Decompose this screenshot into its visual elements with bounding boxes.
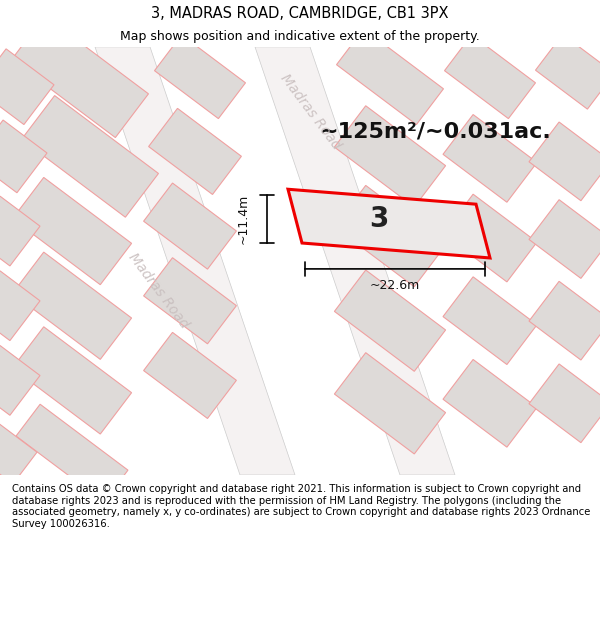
Polygon shape [443,114,537,202]
Polygon shape [11,16,148,138]
Polygon shape [443,277,537,364]
Polygon shape [143,332,236,419]
Polygon shape [334,352,446,454]
Polygon shape [443,359,537,447]
Polygon shape [445,35,535,119]
Polygon shape [334,270,446,371]
Polygon shape [13,327,131,434]
Polygon shape [0,120,47,192]
Polygon shape [0,422,37,484]
Polygon shape [334,186,446,287]
Polygon shape [334,106,446,207]
Polygon shape [0,49,54,124]
Polygon shape [529,199,600,278]
Polygon shape [95,47,295,475]
Text: Contains OS data © Crown copyright and database right 2021. This information is : Contains OS data © Crown copyright and d… [12,484,590,529]
Polygon shape [255,47,455,475]
Polygon shape [288,189,490,258]
Text: Madras Road: Madras Road [125,251,191,331]
Polygon shape [443,194,537,282]
Text: ~11.4m: ~11.4m [236,194,250,244]
Text: ~125m²/~0.031ac.: ~125m²/~0.031ac. [319,121,551,141]
Polygon shape [16,404,128,502]
Polygon shape [143,258,236,344]
Polygon shape [536,34,600,109]
Text: 3, MADRAS ROAD, CAMBRIDGE, CB1 3PX: 3, MADRAS ROAD, CAMBRIDGE, CB1 3PX [151,6,449,21]
Polygon shape [337,29,443,124]
Polygon shape [529,364,600,442]
Polygon shape [13,177,131,285]
Polygon shape [0,346,40,415]
Text: 3: 3 [370,204,389,232]
Text: Madras Road: Madras Road [277,71,343,152]
Polygon shape [13,252,131,359]
Polygon shape [529,122,600,201]
Polygon shape [155,35,245,119]
Text: ~22.6m: ~22.6m [370,279,420,292]
Polygon shape [22,96,158,218]
Polygon shape [143,183,236,269]
Polygon shape [0,196,40,266]
Text: Map shows position and indicative extent of the property.: Map shows position and indicative extent… [120,30,480,43]
Polygon shape [529,281,600,360]
Polygon shape [0,271,40,341]
Polygon shape [149,108,241,194]
